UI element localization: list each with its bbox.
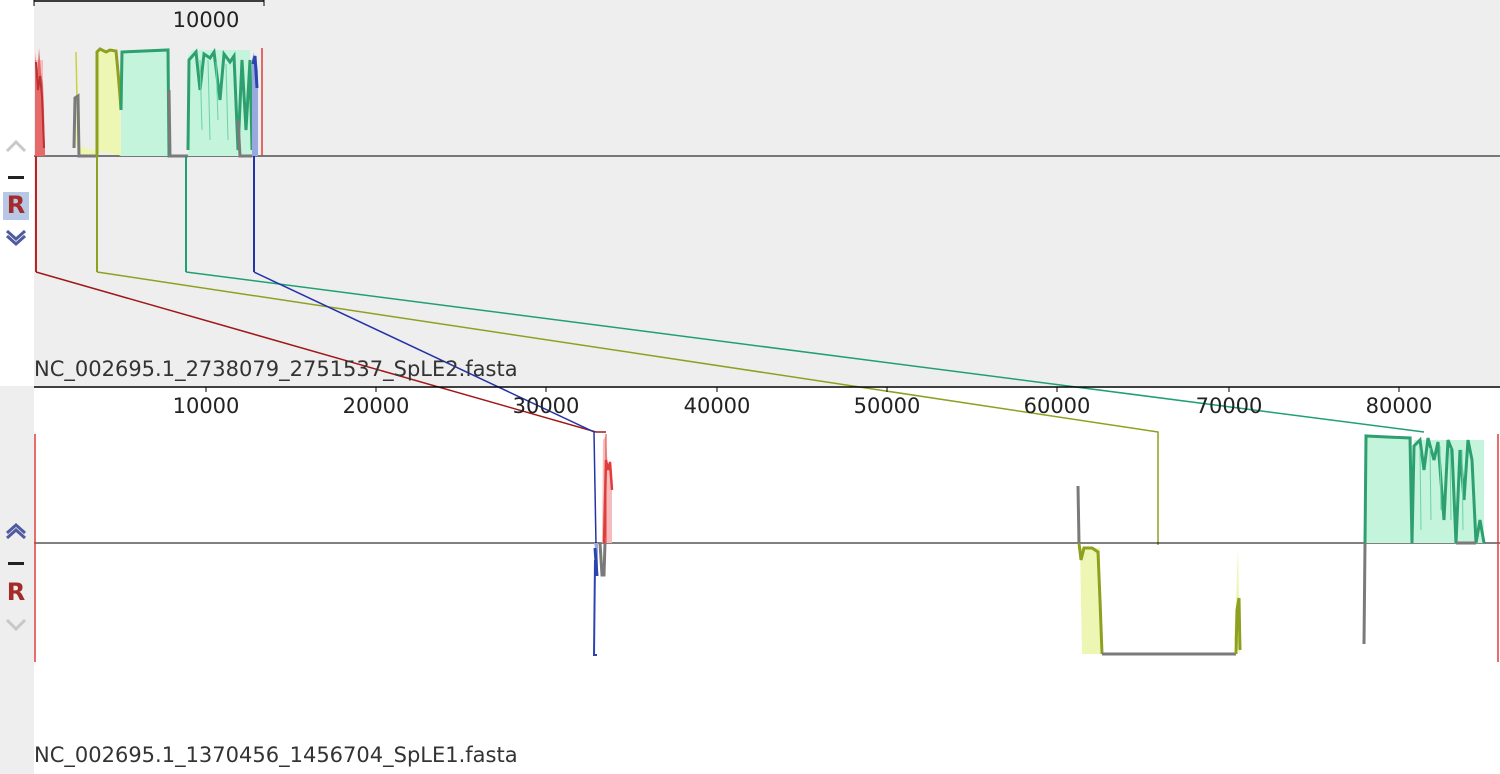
genome2-tick-label: 50000 <box>854 394 921 418</box>
genome2-lcb-red <box>598 434 614 577</box>
move-down-icon[interactable] <box>2 612 30 636</box>
connector-green <box>185 271 1425 433</box>
genome2-tick-label: 60000 <box>1024 394 1091 418</box>
genome2-ruler-ticks <box>205 387 1400 392</box>
genome2-lcb-yellow <box>1076 485 1242 656</box>
genome2-controls: R <box>0 386 34 774</box>
connector-olive <box>96 271 1159 545</box>
genome1-lcb-red <box>35 48 45 272</box>
move-up-icon[interactable] <box>2 134 30 158</box>
genome2-tick-label: 10000 <box>173 394 240 418</box>
genome1-lcb-green <box>119 47 254 272</box>
genome2-tick-label: 80000 <box>1366 394 1433 418</box>
genome2-name-label: NC_002695.1_1370456_1456704_SpLE1.fasta <box>34 743 518 767</box>
genome2-lcb-green <box>1362 434 1486 645</box>
genome1-lcb-yellow <box>72 47 123 272</box>
connector-red <box>35 271 606 433</box>
genome2-tick-label: 40000 <box>684 394 751 418</box>
genome1-name-label: NC_002695.1_2738079_2751537_SpLE2.fasta <box>34 357 518 381</box>
genome1-controls: R <box>0 0 34 386</box>
genome1-lcb-blue <box>251 48 263 272</box>
reverse-complement-button[interactable]: R <box>6 578 26 606</box>
genome2-tick-label: 70000 <box>1196 394 1263 418</box>
genome2-panel[interactable] <box>34 386 1500 774</box>
reverse-complement-button[interactable]: R <box>3 192 29 220</box>
move-up-icon[interactable] <box>2 520 30 544</box>
genome2-tick-label: 20000 <box>343 394 410 418</box>
genome1-panel[interactable] <box>34 0 1500 386</box>
hide-genome-icon[interactable] <box>2 552 30 576</box>
genome2-lcb-blue <box>592 543 599 656</box>
move-down-icon[interactable] <box>2 225 30 249</box>
genome1-tick-label: 10000 <box>173 8 240 32</box>
hide-genome-icon[interactable] <box>2 166 30 190</box>
genome2-tick-label: 30000 <box>513 394 580 418</box>
connector-blue <box>253 271 597 546</box>
